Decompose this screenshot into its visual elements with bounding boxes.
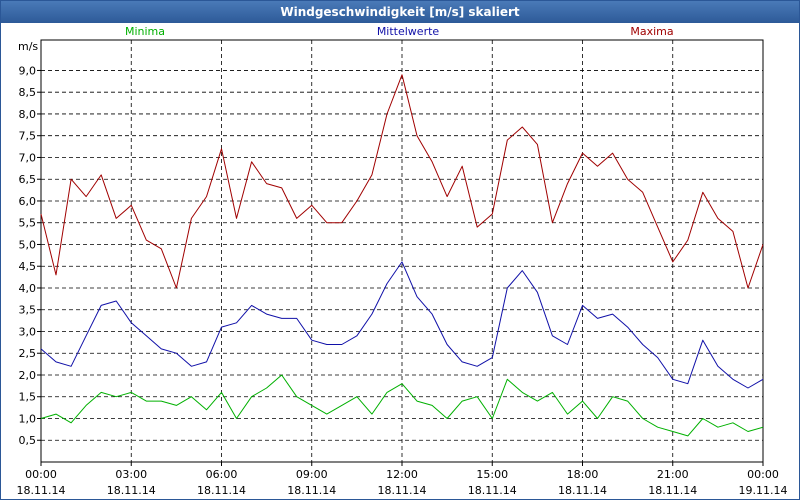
y-tick-label: 8,5: [19, 86, 37, 99]
y-tick-label: 3,5: [19, 304, 37, 317]
series-group: [40, 74, 764, 437]
y-tick-label: 4,0: [19, 282, 37, 295]
series-line-maxima: [40, 74, 764, 289]
y-tick-label: 9,0: [19, 64, 37, 77]
y-tick-label: 6,5: [19, 173, 37, 186]
y-tick-label: 1,0: [19, 412, 37, 425]
x-tick-date: 18.11.14: [17, 484, 66, 497]
series-line-minima: [40, 374, 764, 437]
y-tick-label: 7,0: [19, 151, 37, 164]
y-tick-label: 6,0: [19, 195, 37, 208]
legend: Minima Mittelwerte Maxima: [125, 25, 674, 38]
y-tick-label: 1,5: [19, 391, 37, 404]
x-tick-time: 21:00: [657, 468, 689, 481]
series-line-mittelwerte: [40, 261, 764, 389]
x-tick-date: 18.11.14: [107, 484, 156, 497]
x-tick-time: 09:00: [296, 468, 328, 481]
y-axis-label: m/s: [18, 40, 38, 53]
y-tick-label: 4,5: [19, 260, 37, 273]
y-tick-label: 8,0: [19, 108, 37, 121]
x-tick-time: 00:00: [25, 468, 57, 481]
legend-entry-minima: Minima: [125, 25, 165, 38]
y-tick-label: 3,0: [19, 325, 37, 338]
y-tick-label: 5,5: [19, 217, 37, 230]
y-tick-label: 5,0: [19, 238, 37, 251]
legend-entry-mittelwerte: Mittelwerte: [377, 25, 440, 38]
legend-entry-maxima: Maxima: [630, 25, 673, 38]
y-tick-label: 0,5: [19, 434, 37, 447]
x-tick-date: 18.11.14: [468, 484, 517, 497]
x-tick-date: 18.11.14: [558, 484, 607, 497]
x-tick-date: 19.11.14: [739, 484, 788, 497]
grid: [41, 40, 763, 462]
x-tick-date: 18.11.14: [197, 484, 246, 497]
x-axis-ticks: 00:00 18.11.14 03:00 18.11.14 06:00 18.11.14 0…: [17, 462, 788, 497]
x-tick-time: 06:00: [206, 468, 238, 481]
x-tick-date: 18.11.14: [378, 484, 427, 497]
y-tick-label: 7,5: [19, 130, 37, 143]
y-tick-label: 2,0: [19, 369, 37, 382]
x-tick-time: 15:00: [476, 468, 508, 481]
x-tick-date: 18.11.14: [287, 484, 336, 497]
x-tick-time: 18:00: [567, 468, 599, 481]
y-tick-label: 2,5: [19, 347, 37, 360]
x-tick-time: 03:00: [115, 468, 147, 481]
x-tick-time: 12:00: [386, 468, 418, 481]
x-tick-date: 18.11.14: [648, 484, 697, 497]
x-tick-time: 00:00: [747, 468, 779, 481]
chart-title: Windgeschwindigkeit [m/s] skaliert: [1, 1, 799, 23]
y-axis-ticks: 0,5 1,0 1,5 2,0 2,5 3,0 3,5 4,0 4,5 5,0 5,5 6,0 6,5 7…: [19, 64, 41, 447]
